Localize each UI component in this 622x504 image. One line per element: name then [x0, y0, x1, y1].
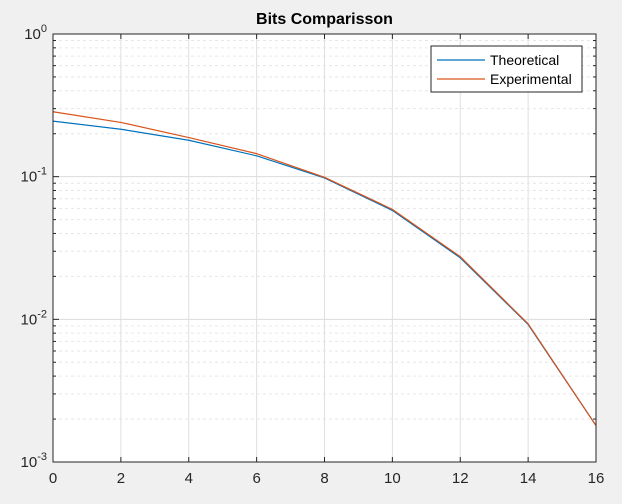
y-tick-label: 10-3 [21, 451, 47, 471]
series-line-experimental [52, 111, 597, 426]
x-tick-label: 8 [320, 470, 328, 487]
legend-label-experimental: Experimental [490, 71, 572, 87]
ticks [52, 33, 597, 463]
series-layer [52, 111, 597, 426]
x-tick-label: 14 [520, 470, 537, 487]
x-tick-label: 6 [252, 470, 260, 487]
y-tick-labels: 100 10-1 10-2 10-3 [21, 23, 47, 471]
y-tick-label: 10-2 [21, 308, 47, 328]
x-tick-label: 0 [49, 470, 57, 487]
legend-box [430, 45, 583, 93]
legend-label-theoretical: Theoretical [490, 52, 559, 68]
x-tick-labels: 0 2 4 6 8 10 12 14 16 [49, 470, 605, 487]
y-tick-label: 100 [24, 23, 47, 43]
chart-title: Bits Comparisson [256, 11, 393, 28]
x-tick-label: 12 [452, 470, 469, 487]
legend: Theoretical Experimental [430, 45, 583, 93]
x-tick-label: 2 [117, 470, 125, 487]
y-tick-label: 10-1 [21, 166, 47, 186]
x-tick-label: 10 [384, 470, 401, 487]
x-tick-label: 4 [185, 470, 193, 487]
x-tick-label: 16 [588, 470, 605, 487]
